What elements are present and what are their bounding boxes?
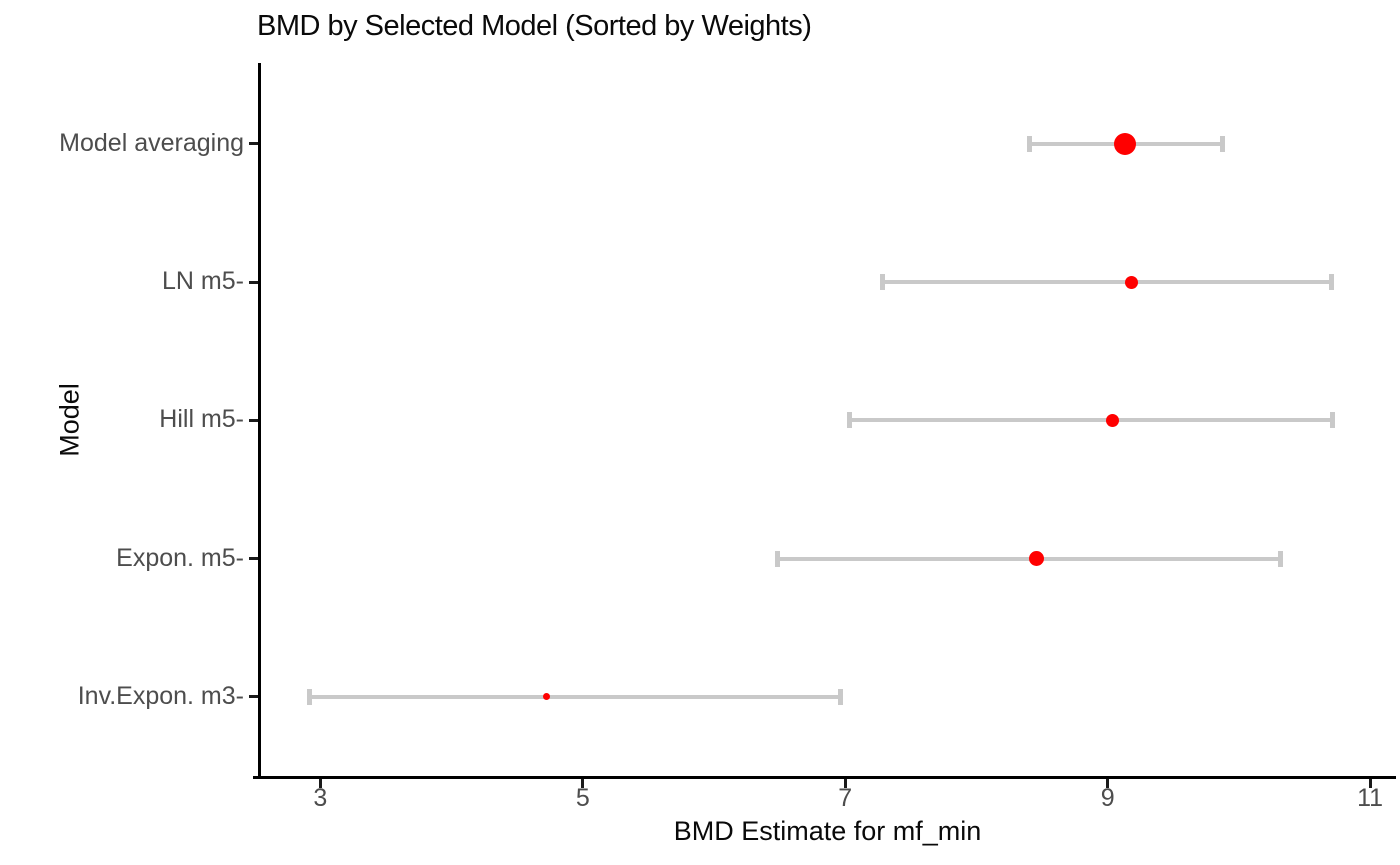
error-bar-cap-upper xyxy=(838,688,844,705)
x-tick-mark xyxy=(1106,779,1110,788)
error-bar-cap-upper xyxy=(1330,412,1336,429)
x-tick-label: 3 xyxy=(313,784,328,812)
error-bar xyxy=(881,280,1333,285)
x-tick-label: 11 xyxy=(1357,784,1384,812)
y-tick-mark xyxy=(249,418,258,422)
error-bar xyxy=(308,694,842,699)
y-axis-line xyxy=(258,63,261,779)
x-tick-mark xyxy=(581,779,585,788)
y-tick-mark xyxy=(249,557,258,561)
y-tick-mark xyxy=(249,142,258,146)
error-bar-cap-upper xyxy=(1329,274,1335,291)
x-tick-mark xyxy=(1368,779,1372,788)
bmd-point xyxy=(1106,413,1120,427)
x-axis-line xyxy=(253,776,1396,779)
y-tick-mark xyxy=(249,695,258,699)
error-bar-cap-lower xyxy=(847,412,853,429)
y-tick-label: Hill m5- xyxy=(159,405,244,434)
y-tick-label: Model averaging xyxy=(59,128,244,157)
error-bar xyxy=(776,556,1281,561)
y-tick-label: Inv.Expon. m3- xyxy=(77,681,244,710)
error-bar xyxy=(849,418,1334,423)
error-bar-cap-upper xyxy=(1220,135,1226,152)
bmd-point xyxy=(1113,132,1136,155)
error-bar-cap-lower xyxy=(306,688,312,705)
x-tick-label: 5 xyxy=(575,784,590,812)
y-tick-label: LN m5- xyxy=(162,267,244,296)
x-tick-label: 7 xyxy=(838,784,853,812)
error-bar-cap-lower xyxy=(1026,135,1032,152)
error-bar-cap-lower xyxy=(774,550,780,567)
chart-title: BMD by Selected Model (Sorted by Weights… xyxy=(257,10,812,42)
error-bar-cap-upper xyxy=(1277,550,1283,567)
bmd-point xyxy=(1029,551,1045,567)
x-tick-label: 9 xyxy=(1100,784,1115,812)
bmd-point xyxy=(542,693,550,701)
y-tick-label: Expon. m5- xyxy=(116,543,244,572)
x-tick-mark xyxy=(843,779,847,788)
x-axis-title: BMD Estimate for mf_min xyxy=(673,816,982,846)
y-tick-mark xyxy=(249,280,258,284)
x-tick-mark xyxy=(318,779,322,788)
bmd-point xyxy=(1124,275,1138,289)
error-bar-cap-lower xyxy=(879,274,885,291)
